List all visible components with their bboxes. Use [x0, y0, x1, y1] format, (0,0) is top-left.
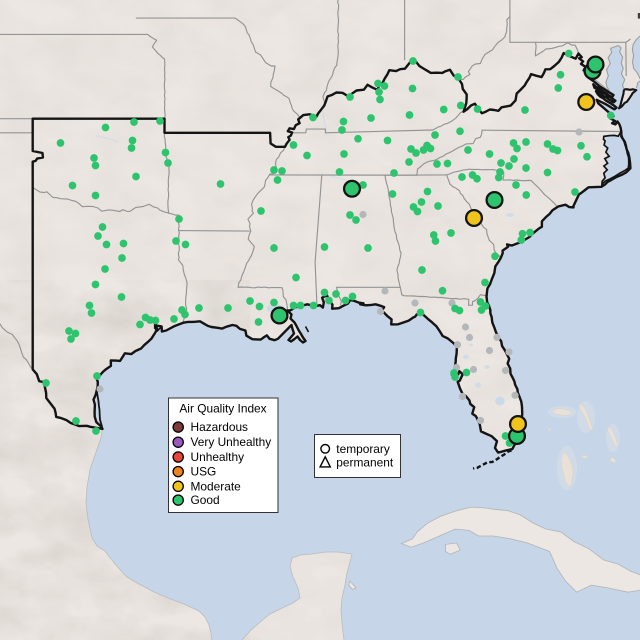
- svg-text:Air Quality Index: Air Quality Index: [179, 402, 266, 416]
- svg-text:Moderate: Moderate: [191, 479, 242, 493]
- svg-text:Very Unhealthy: Very Unhealthy: [191, 435, 272, 449]
- svg-text:Hazardous: Hazardous: [191, 420, 249, 434]
- svg-text:temporary: temporary: [336, 442, 390, 456]
- svg-text:Unhealthy: Unhealthy: [191, 450, 245, 464]
- svg-text:Good: Good: [191, 493, 220, 507]
- svg-text:permanent: permanent: [336, 455, 394, 469]
- svg-text:USG: USG: [191, 465, 217, 479]
